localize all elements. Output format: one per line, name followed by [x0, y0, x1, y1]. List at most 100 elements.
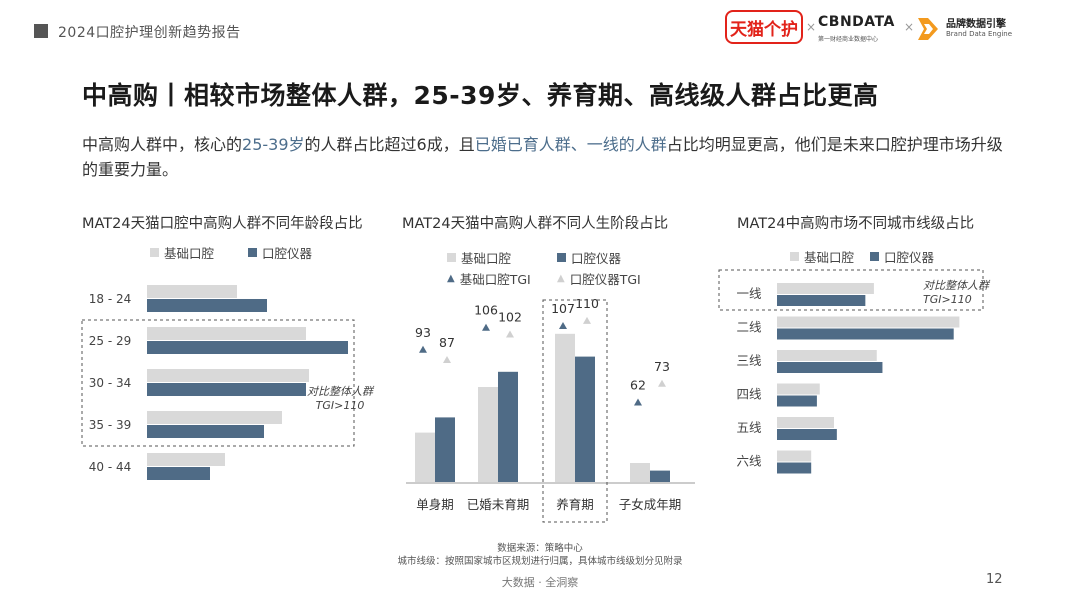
chart-title-lifestage: MAT24天猫中高购人群不同人生阶段占比 [402, 216, 669, 232]
tgi-label-device: 87 [439, 335, 455, 350]
tgi-marker-device [506, 330, 514, 338]
annotation-text: TGI>110 [316, 399, 365, 412]
bar-basic [478, 387, 498, 482]
footer-note: 城市线级：按照国家城市区规划进行归属，具体城市线级划分见附录 [397, 556, 683, 567]
tgi-marker-device [443, 356, 451, 363]
tmall-logo: 天猫个护 [725, 10, 803, 44]
legend-swatch-basic [150, 248, 159, 257]
bar-basic [777, 417, 834, 428]
tick-label: 三线 [736, 353, 762, 368]
highlight-segments: 已婚已育人群、一线的人群 [474, 135, 667, 154]
tick-label: 18 - 24 [89, 292, 132, 306]
highlight-box [718, 269, 984, 311]
annotation-text: 对比整体人群 [307, 385, 375, 398]
tick-label: 养育期 [556, 497, 594, 512]
brand-data-engine-logo: 品牌数据引擎 [946, 19, 1006, 30]
annotation-text: TGI>110 [923, 293, 972, 306]
chart-title-age: MAT24天猫口腔中高购人群不同年龄段占比 [82, 216, 363, 232]
tgi-label-device: 73 [654, 359, 670, 374]
tick-label: 五线 [736, 420, 762, 435]
header-square-icon [34, 24, 48, 38]
page-number: 12 [986, 572, 1003, 587]
bar-basic [630, 463, 650, 482]
bar-device [575, 356, 595, 482]
triangle-icon: ▲ [447, 272, 455, 284]
legend-swatch-basic [790, 252, 799, 261]
legend-basic: 基础口腔 [447, 248, 511, 267]
bar-basic [147, 327, 306, 340]
bar-device [777, 328, 954, 340]
bar-device [147, 425, 264, 438]
tick-label: 已婚未育期 [467, 497, 530, 512]
legend-device: 口腔仪器 [557, 248, 621, 267]
bar-basic [147, 369, 309, 382]
bar-basic [777, 283, 874, 294]
bar-basic [555, 333, 575, 482]
bar-basic [777, 450, 812, 462]
tgi-label-device: 102 [498, 310, 522, 325]
bar-basic [777, 383, 820, 395]
tgi-label-basic: 107 [551, 301, 575, 316]
footer-source: 数据来源：策略中心 [497, 543, 583, 554]
legend-basic: 基础口腔 [150, 243, 214, 262]
cbndata-logo-subtitle: 第一财经商业数据中心 [818, 36, 879, 43]
triangle-icon: ▲ [557, 272, 565, 284]
tgi-marker-device [658, 379, 666, 387]
tick-label: 六线 [736, 454, 762, 469]
report-title: 2024口腔护理创新趋势报告 [58, 25, 241, 41]
bar-device [147, 299, 267, 312]
bar-device [777, 362, 883, 373]
tgi-label-basic: 106 [474, 303, 498, 318]
bar-device [777, 395, 817, 407]
bar-device [777, 295, 866, 306]
legend-device-tgi: ▲ 口腔仪器TGI [557, 272, 641, 287]
cbndata-logo: CBNDATA [818, 14, 895, 30]
tick-label: 二线 [736, 320, 762, 335]
tick-label: 25 - 29 [89, 334, 132, 348]
logo-separator: × [806, 20, 817, 34]
brand-data-engine-icon [918, 18, 938, 40]
bar-device [147, 341, 348, 354]
tgi-label-device: 110 [575, 296, 599, 311]
tick-label: 子女成年期 [619, 497, 682, 512]
chart-title-city: MAT24中高购市场不同城市线级占比 [737, 216, 975, 232]
tgi-label-basic: 62 [630, 378, 646, 393]
footer-brand: 大数据 · 全洞察 [501, 576, 579, 589]
legend-swatch-device [557, 253, 566, 262]
bar-basic [777, 316, 960, 328]
legend-swatch-basic [447, 253, 456, 262]
bar-device [777, 462, 812, 474]
page-title: 中高购丨相较市场整体人群，25-39岁、养育期、高线级人群占比更高 [82, 81, 879, 110]
legend-swatch-device [870, 252, 879, 261]
tgi-marker-basic [559, 322, 567, 329]
bar-basic [777, 350, 877, 361]
bar-basic [147, 453, 225, 466]
highlight-age: 25-39岁 [242, 135, 305, 154]
bar-device [147, 383, 306, 396]
annotation-text: 对比整体人群 [923, 279, 991, 292]
tick-label: 40 - 44 [89, 460, 132, 474]
tgi-label-basic: 93 [415, 325, 431, 340]
tgi-marker-basic [482, 323, 490, 331]
tick-label: 单身期 [416, 497, 454, 512]
bar-basic [147, 285, 237, 298]
legend-basic-tgi: ▲ 基础口腔TGI [447, 272, 531, 287]
legend-device: 口腔仪器 [870, 247, 934, 266]
bar-device [498, 371, 518, 482]
tick-label: 一线 [736, 286, 762, 301]
legend-device: 口腔仪器 [248, 243, 312, 262]
tick-label: 四线 [736, 387, 762, 402]
bar-device [777, 429, 837, 440]
bar-device [147, 467, 210, 480]
bar-device [650, 470, 670, 482]
legend-basic: 基础口腔 [790, 247, 854, 266]
logo-separator: × [904, 20, 915, 34]
tgi-marker-basic [634, 398, 642, 406]
bar-basic [415, 432, 435, 482]
tick-label: 35 - 39 [89, 418, 132, 432]
summary-text: 中高购人群中，核心的25-39岁的人群占比超过6成，且已婚已育人群、一线的人群占… [82, 135, 1003, 179]
bar-device [435, 417, 455, 482]
tgi-marker-device [583, 316, 591, 324]
tick-label: 30 - 34 [89, 376, 132, 390]
